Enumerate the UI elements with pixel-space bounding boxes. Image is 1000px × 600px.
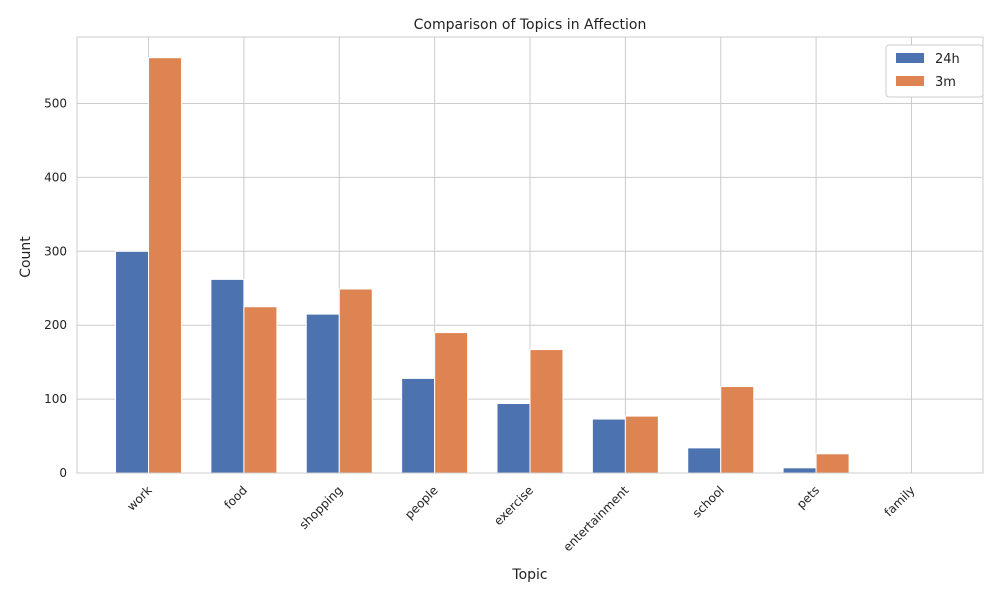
- chart-title: Comparison of Topics in Affection: [414, 17, 647, 33]
- y-tick-labels: 0 100 200 300 400 500: [44, 97, 67, 480]
- bar-3m-school: [720, 386, 755, 474]
- bar-3m-shopping: [338, 288, 373, 474]
- legend-label-3m: 3m: [935, 75, 956, 90]
- bar-3m-people: [434, 332, 469, 474]
- bar-24h-food: [210, 278, 245, 474]
- y-tick-label: 500: [44, 97, 67, 111]
- bar-3m-exercise: [529, 349, 564, 474]
- bar-24h-entertainment: [591, 418, 626, 474]
- bar-24h-pets: [782, 467, 817, 474]
- bar-24h-exercise: [496, 403, 531, 474]
- y-tick-label: 0: [59, 466, 67, 480]
- legend: 24h 3m: [885, 44, 984, 98]
- bar-3m-work: [148, 57, 183, 474]
- bars-layer: [115, 57, 850, 474]
- x-axis-label: Topic: [511, 567, 547, 583]
- y-tick-label: 400: [44, 170, 67, 184]
- y-tick-label: 300: [44, 244, 67, 258]
- bar-3m-pets: [815, 453, 850, 474]
- bar-24h-school: [687, 447, 722, 474]
- y-tick-label: 200: [44, 318, 67, 332]
- legend-swatch-24h: [896, 53, 924, 63]
- bar-24h-shopping: [305, 313, 340, 474]
- y-tick-label: 100: [44, 392, 67, 406]
- plot-frame: [76, 36, 984, 474]
- y-axis-label: Count: [18, 236, 34, 278]
- legend-swatch-3m: [896, 76, 924, 86]
- bar-24h-work: [115, 250, 150, 474]
- bar-3m-food: [243, 306, 278, 474]
- bar-24h-people: [401, 377, 436, 474]
- legend-label-24h: 24h: [935, 52, 960, 67]
- bar-3m-entertainment: [624, 415, 659, 474]
